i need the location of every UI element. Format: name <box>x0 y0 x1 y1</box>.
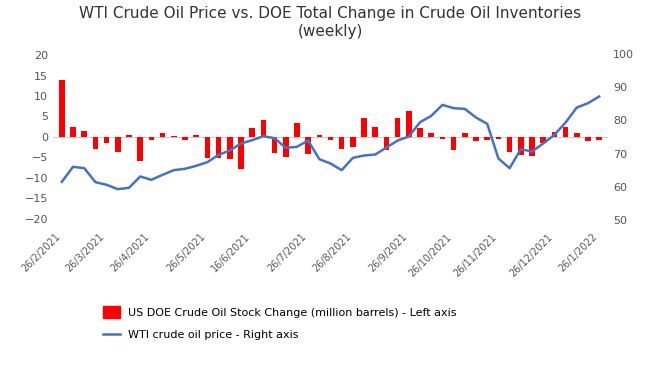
Bar <box>451 137 457 149</box>
Bar <box>160 133 165 137</box>
Bar <box>272 137 278 153</box>
Bar <box>551 131 557 137</box>
Bar <box>81 131 87 137</box>
Bar <box>339 137 344 149</box>
Title: WTI Crude Oil Price vs. DOE Total Change in Crude Oil Inventories
(weekly): WTI Crude Oil Price vs. DOE Total Change… <box>79 6 582 39</box>
Bar <box>149 137 154 140</box>
Bar <box>574 133 580 137</box>
Bar <box>563 127 568 137</box>
Bar <box>440 137 446 139</box>
Bar <box>395 118 401 137</box>
Bar <box>317 135 322 137</box>
Bar <box>373 127 378 137</box>
Bar <box>126 135 132 137</box>
Bar <box>249 128 255 137</box>
Bar <box>283 137 288 157</box>
Bar <box>194 135 199 137</box>
Bar <box>294 124 299 137</box>
Bar <box>585 137 591 141</box>
Bar <box>59 81 65 137</box>
Bar <box>305 137 311 154</box>
Bar <box>328 137 333 140</box>
Bar <box>204 137 210 158</box>
Bar <box>428 133 434 137</box>
Bar <box>518 137 524 155</box>
Bar <box>104 137 110 143</box>
Bar <box>137 137 143 161</box>
Bar <box>260 120 266 137</box>
Bar <box>227 137 233 159</box>
Bar <box>507 137 512 152</box>
Bar <box>115 137 120 152</box>
Bar <box>596 137 602 140</box>
Legend: US DOE Crude Oil Stock Change (million barrels) - Left axis, WTI crude oil price: US DOE Crude Oil Stock Change (million b… <box>97 301 463 346</box>
Bar <box>93 137 98 149</box>
Bar <box>529 137 535 156</box>
Bar <box>350 137 356 147</box>
Bar <box>215 137 221 158</box>
Bar <box>462 133 467 137</box>
Bar <box>473 137 479 140</box>
Bar <box>70 127 76 137</box>
Bar <box>417 128 423 137</box>
Bar <box>485 137 490 140</box>
Bar <box>182 137 188 140</box>
Bar <box>383 137 389 150</box>
Bar <box>362 118 367 137</box>
Bar <box>171 136 176 137</box>
Bar <box>496 137 501 139</box>
Bar <box>541 137 546 143</box>
Bar <box>406 111 412 137</box>
Bar <box>238 137 244 169</box>
